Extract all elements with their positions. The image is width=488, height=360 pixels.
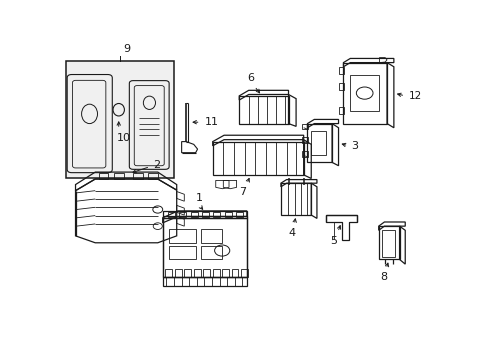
Bar [163, 218, 246, 278]
Bar [201, 246, 222, 260]
Bar [175, 269, 181, 278]
Text: 7: 7 [239, 187, 246, 197]
Bar [301, 123, 307, 129]
Bar [201, 229, 222, 243]
Bar [231, 269, 238, 278]
Bar [163, 211, 246, 218]
Bar [338, 67, 343, 74]
Bar [213, 212, 220, 217]
Bar [65, 61, 173, 177]
Text: 12: 12 [408, 91, 422, 102]
Bar [338, 107, 343, 114]
Bar [184, 269, 191, 278]
Text: 11: 11 [204, 117, 218, 127]
Bar [168, 212, 175, 217]
Bar [163, 216, 246, 278]
Text: 5: 5 [330, 235, 337, 246]
Bar [307, 123, 331, 162]
Bar [378, 226, 399, 260]
Text: 1: 1 [196, 193, 203, 203]
Bar [382, 230, 395, 257]
Bar [311, 131, 326, 156]
Bar [193, 269, 200, 278]
Bar [212, 141, 303, 175]
Text: 6: 6 [246, 73, 254, 83]
Bar [169, 246, 195, 260]
Bar [239, 96, 288, 123]
Bar [301, 151, 307, 157]
Text: 3: 3 [351, 141, 358, 151]
Bar [179, 212, 186, 217]
Bar [190, 212, 197, 217]
Bar [236, 212, 243, 217]
Bar [203, 269, 210, 278]
Bar [212, 269, 219, 278]
Bar [280, 183, 310, 215]
Text: 9: 9 [122, 44, 130, 54]
Text: 4: 4 [288, 228, 295, 238]
Bar [338, 84, 343, 90]
Bar [222, 269, 228, 278]
Bar [343, 63, 386, 123]
Bar [349, 75, 379, 111]
Text: 2: 2 [153, 160, 160, 170]
Bar [301, 138, 307, 143]
Text: 8: 8 [380, 273, 387, 283]
Bar [241, 269, 247, 278]
Text: 10: 10 [117, 133, 130, 143]
Bar [224, 212, 231, 217]
Bar [169, 229, 195, 243]
Bar [202, 212, 208, 217]
Bar [165, 269, 172, 278]
